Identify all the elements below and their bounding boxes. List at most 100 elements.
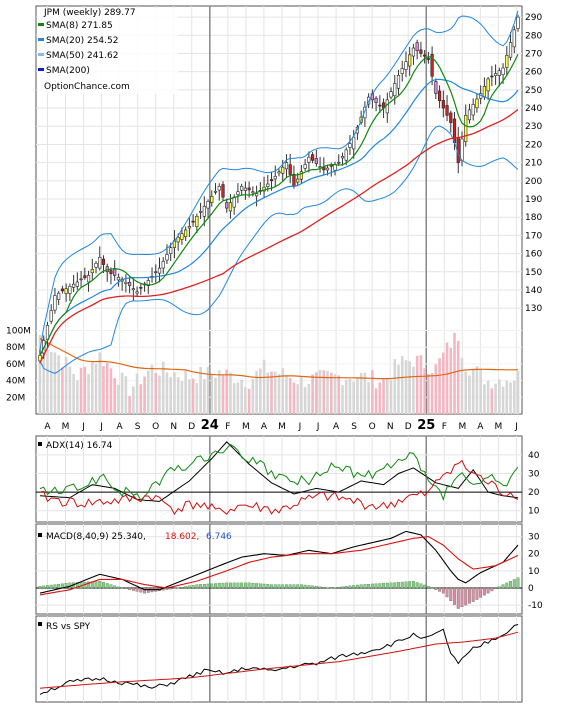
macd-hist-bar-121 xyxy=(490,587,494,592)
volume-bar-68 xyxy=(292,382,296,414)
macd-tick-label-4: 30 xyxy=(528,533,540,543)
volume-bar-77 xyxy=(326,371,329,414)
candle-body-101 xyxy=(415,42,419,52)
macd-hist-bar-84 xyxy=(352,585,356,589)
volume-bar-126 xyxy=(509,382,512,414)
price-tick-label-11: 240 xyxy=(525,104,542,114)
volume-bar-12 xyxy=(83,366,87,414)
x-month-label-26: J xyxy=(514,422,518,432)
x-month-label-12: A xyxy=(261,422,268,432)
candle-body-46 xyxy=(210,195,214,203)
volume-bar-123 xyxy=(498,379,501,414)
macd-hist-bar-35 xyxy=(169,587,173,590)
candle-body-72 xyxy=(307,156,311,163)
candle-body-69 xyxy=(296,178,300,183)
volume-bar-7 xyxy=(64,356,68,414)
adx-legend-swatch xyxy=(38,442,42,446)
x-month-label-2: J xyxy=(81,422,85,432)
legend-background xyxy=(38,8,178,94)
x-month-label-17: S xyxy=(351,422,357,432)
adx-title: ADX(14) 16.74 xyxy=(46,441,113,451)
volume-bar-82 xyxy=(344,379,348,414)
volume-bar-101 xyxy=(415,355,419,414)
candle-body-42 xyxy=(195,215,199,227)
macd-hist-bar-101 xyxy=(415,582,419,589)
macd-hist-bar-85 xyxy=(355,584,359,589)
candle-body-73 xyxy=(311,154,315,161)
volume-bar-13 xyxy=(87,373,90,414)
candle-body-119 xyxy=(482,85,486,98)
candle-body-37 xyxy=(176,236,180,243)
candle-body-111 xyxy=(452,118,457,143)
candle-body-10 xyxy=(75,281,79,287)
price-tick-label-8: 210 xyxy=(525,159,542,169)
macd-title: MACD(8,40,9) 25.340, xyxy=(46,532,146,542)
volume-bar-31 xyxy=(154,372,158,414)
candle-body-77 xyxy=(325,167,330,171)
candle-body-44 xyxy=(202,205,206,217)
volume-bar-94 xyxy=(389,379,393,414)
volume-bar-93 xyxy=(385,377,389,414)
volume-bar-2 xyxy=(46,350,49,414)
macd-hist-bar-78 xyxy=(329,587,333,589)
macd-hist-bar-104 xyxy=(426,586,430,589)
legend-swatch-sma8 xyxy=(38,23,44,26)
candle-body-93 xyxy=(385,99,389,114)
volume-bar-39 xyxy=(184,370,187,414)
x-month-label-13: M xyxy=(278,422,286,432)
volume-bar-74 xyxy=(315,372,318,414)
candle-body-25 xyxy=(131,288,135,291)
macd-hist-bar-19 xyxy=(109,584,113,589)
x-month-label-14: J xyxy=(298,422,302,432)
volume-bar-48 xyxy=(217,370,221,414)
legend-sma20: SMA(20) 254.52 xyxy=(46,36,118,46)
candle-body-21 xyxy=(116,276,121,281)
macd-hist-bar-38 xyxy=(180,586,184,589)
volume-bar-44 xyxy=(203,379,206,414)
candle-body-110 xyxy=(449,112,453,123)
macd-hist-bar-81 xyxy=(341,586,344,589)
price-tick-label-14: 270 xyxy=(525,49,542,59)
volume-average-line xyxy=(39,338,519,380)
volume-tick-label-4: 20M xyxy=(6,393,25,403)
macd-hist-bar-99 xyxy=(408,581,412,589)
macd-hist-bar-114 xyxy=(464,587,468,606)
legend-sma8: SMA(8) 271.85 xyxy=(46,21,113,31)
macd-hist-bar-120 xyxy=(486,587,490,594)
volume-bar-120 xyxy=(486,380,490,414)
volume-bar-56 xyxy=(247,388,251,414)
price-tick-label-9: 220 xyxy=(525,140,542,150)
adx-tick-label-2: 30 xyxy=(528,469,540,479)
macd-hist-bar-79 xyxy=(333,587,337,589)
x-month-label-7: N xyxy=(170,422,177,432)
candle-body-81 xyxy=(340,155,345,159)
volume-bar-122 xyxy=(494,383,497,414)
volume-bar-16 xyxy=(98,352,102,414)
candle-body-113 xyxy=(460,138,464,161)
macd-hist-bar-70 xyxy=(299,584,303,589)
macd-hist-bar-3 xyxy=(49,584,53,589)
price-tick-label-2: 150 xyxy=(525,268,542,278)
volume-bar-86 xyxy=(359,373,363,414)
sma50-line xyxy=(39,108,519,363)
macd-hist-bar-119 xyxy=(482,587,486,596)
macd-hist-bar-64 xyxy=(277,584,281,589)
volume-bar-79 xyxy=(333,374,337,414)
watermark: OptionChance.com xyxy=(44,82,130,92)
macd-hist-bar-82 xyxy=(344,586,348,589)
macd-panel-frame xyxy=(35,523,523,615)
candle-body-53 xyxy=(236,191,240,195)
volume-bar-35 xyxy=(169,377,173,414)
macd-hist-bar-91 xyxy=(378,583,382,589)
x-month-label-16: A xyxy=(333,422,340,432)
macd-hist-bar-106 xyxy=(434,587,438,590)
macd-hist-bar-21 xyxy=(116,586,120,589)
candle-body-19 xyxy=(109,270,113,274)
volume-bar-70 xyxy=(300,376,303,414)
macd-hist-bar-92 xyxy=(382,583,386,589)
candle-body-96 xyxy=(396,75,401,89)
volume-bar-17 xyxy=(102,366,105,414)
volume-bar-88 xyxy=(367,382,370,414)
volume-bar-40 xyxy=(188,379,191,414)
